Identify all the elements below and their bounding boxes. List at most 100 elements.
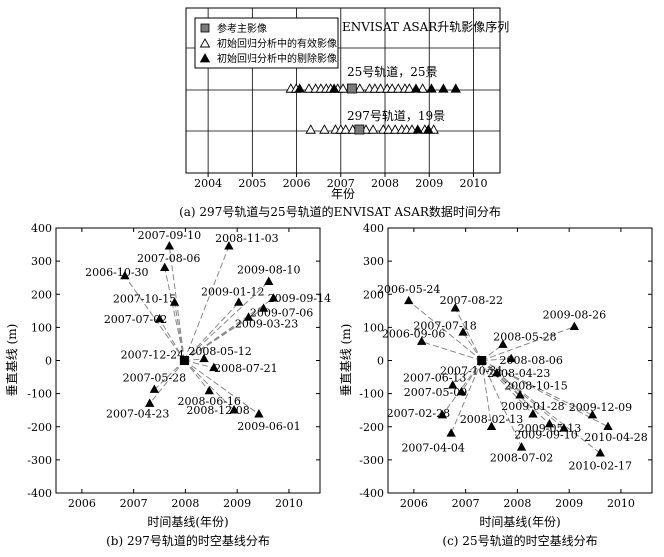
baseline-link	[481, 360, 593, 416]
legend-label-removed: 初始回归分析中的剔除影像	[217, 52, 337, 65]
slave-image-marker	[437, 410, 448, 419]
x-tick-label: 2006	[400, 497, 428, 510]
y-tick-label: -400	[359, 487, 384, 500]
y-tick-label: -300	[359, 454, 384, 467]
date-label: 2006-10-30	[85, 266, 148, 279]
removed-image-marker	[410, 83, 422, 93]
slave-image-marker	[569, 321, 580, 330]
slave-image-marker	[254, 409, 264, 418]
slave-image-marker	[595, 448, 605, 457]
removed-image-marker	[328, 83, 340, 93]
date-label: 2008-06-16	[178, 395, 241, 408]
valid-image-marker	[383, 124, 394, 134]
slave-image-marker	[456, 386, 467, 396]
date-label: 2009-09-10	[514, 428, 577, 441]
y-tick-label: 300	[363, 255, 384, 268]
panel-c-baseline-chart: 2006 2007 2008 2009 2010 -400 -300 -200 -100 0 100…	[339, 222, 653, 548]
date-label: 2009-06-01	[237, 420, 300, 433]
baseline-link	[184, 360, 215, 369]
baseline-link	[481, 358, 512, 361]
valid-image-marker	[375, 83, 386, 93]
panel-a-x-label: 年份	[331, 187, 355, 201]
y-tick-label: -200	[359, 421, 384, 434]
removed-image-marker	[423, 124, 434, 134]
valid-image-marker	[367, 124, 379, 134]
y-tick-label: 400	[363, 222, 384, 235]
date-label: 2009-08-26	[543, 309, 606, 322]
date-label: 2007-04-04	[401, 441, 464, 454]
removed-image-marker	[450, 83, 461, 93]
y-tick-label: -400	[27, 487, 52, 500]
valid-image-marker	[393, 83, 404, 93]
baseline-link	[183, 360, 210, 392]
slave-image-marker	[515, 390, 525, 399]
date-label: 2007-05-09	[404, 386, 467, 399]
y-tick-label: -300	[27, 454, 52, 467]
panel-a-caption: (a) 297号轨道与25号轨道的ENVISAT ASAR数据时间分布	[179, 204, 501, 219]
panel-b-x-label: 时间基线(年份)	[147, 515, 228, 529]
panel-b-axes: 2006 2007 2008 2009 2010 -400 -300 -200 -100 0 100…	[27, 222, 320, 510]
reference-image-marker	[346, 83, 357, 94]
panel-a-legend: 参考主影像 初始回归分析中的有效影像 初始回归分析中的剔除影像	[194, 17, 339, 69]
slave-image-marker	[544, 418, 555, 428]
panel-a-x-ticks: 2004 2005 2006 2007 2008 2009 2010	[194, 173, 487, 190]
date-label: 2007-04-23	[106, 408, 169, 421]
baseline-link	[481, 360, 493, 427]
valid-image-marker	[340, 124, 351, 134]
slave-image-marker	[234, 297, 244, 306]
panel-a-frame	[185, 7, 501, 174]
baseline-link	[184, 360, 235, 411]
slave-image-marker	[587, 410, 598, 419]
y-tick-label: 200	[363, 288, 384, 301]
slave-image-marker	[506, 353, 516, 363]
slave-image-marker	[559, 423, 569, 432]
x-tick-label: 2009	[555, 497, 583, 510]
valid-image-marker	[389, 124, 401, 134]
panel-a-marks	[285, 83, 461, 135]
y-tick-label: 200	[31, 288, 52, 301]
x-tick-label: 2008	[503, 497, 531, 510]
slave-image-marker	[199, 353, 209, 363]
y-tick-label: 300	[31, 255, 52, 268]
valid-image-marker	[417, 83, 428, 93]
y-tick-label: 0	[377, 355, 384, 368]
date-label: 2007-08-06	[137, 252, 200, 265]
y-tick-label: 400	[31, 222, 52, 235]
date-label: 2008-12-08	[186, 404, 249, 417]
date-label: 2009-09-14	[268, 292, 331, 305]
date-label: 2007-06-13	[403, 371, 466, 384]
slave-image-marker	[516, 442, 527, 451]
baseline-link	[149, 360, 185, 404]
baseline-link	[481, 360, 523, 448]
baseline-link	[481, 360, 609, 428]
legend-label-reference: 参考主影像	[217, 22, 267, 35]
slave-image-marker	[258, 303, 269, 312]
baseline-link	[481, 326, 575, 361]
x-tick-label: 2005	[238, 177, 266, 190]
date-label: 2008-11-03	[215, 232, 278, 245]
track-297-label: 297号轨道，19景	[347, 109, 445, 123]
date-label: 2007-09-10	[138, 229, 201, 242]
slave-image-marker	[229, 405, 239, 414]
slave-image-marker	[169, 297, 180, 306]
reference-image-marker	[354, 124, 365, 135]
baseline-link	[183, 246, 230, 361]
date-label: 2009-01-28	[501, 400, 564, 413]
valid-image-marker	[337, 83, 349, 93]
legend-open-triangle-icon	[199, 38, 211, 48]
slave-image-marker	[164, 241, 175, 250]
baseline-link	[441, 360, 483, 416]
slave-image-marker	[243, 312, 254, 321]
date-label: 2007-07-02	[104, 313, 167, 326]
x-tick-label: 2010	[459, 177, 487, 190]
x-tick-label: 2010	[275, 497, 303, 510]
baseline-link	[159, 318, 185, 361]
baseline-link	[408, 300, 483, 361]
date-label: 2009-12-09	[569, 401, 632, 414]
legend-label-valid: 初始回归分析中的有效影像	[217, 37, 337, 50]
slave-image-marker	[209, 362, 219, 372]
slave-image-marker	[224, 241, 234, 250]
baseline-link	[184, 360, 260, 415]
date-label: 2008-05-12	[188, 345, 251, 358]
y-tick-label: 100	[31, 321, 52, 334]
